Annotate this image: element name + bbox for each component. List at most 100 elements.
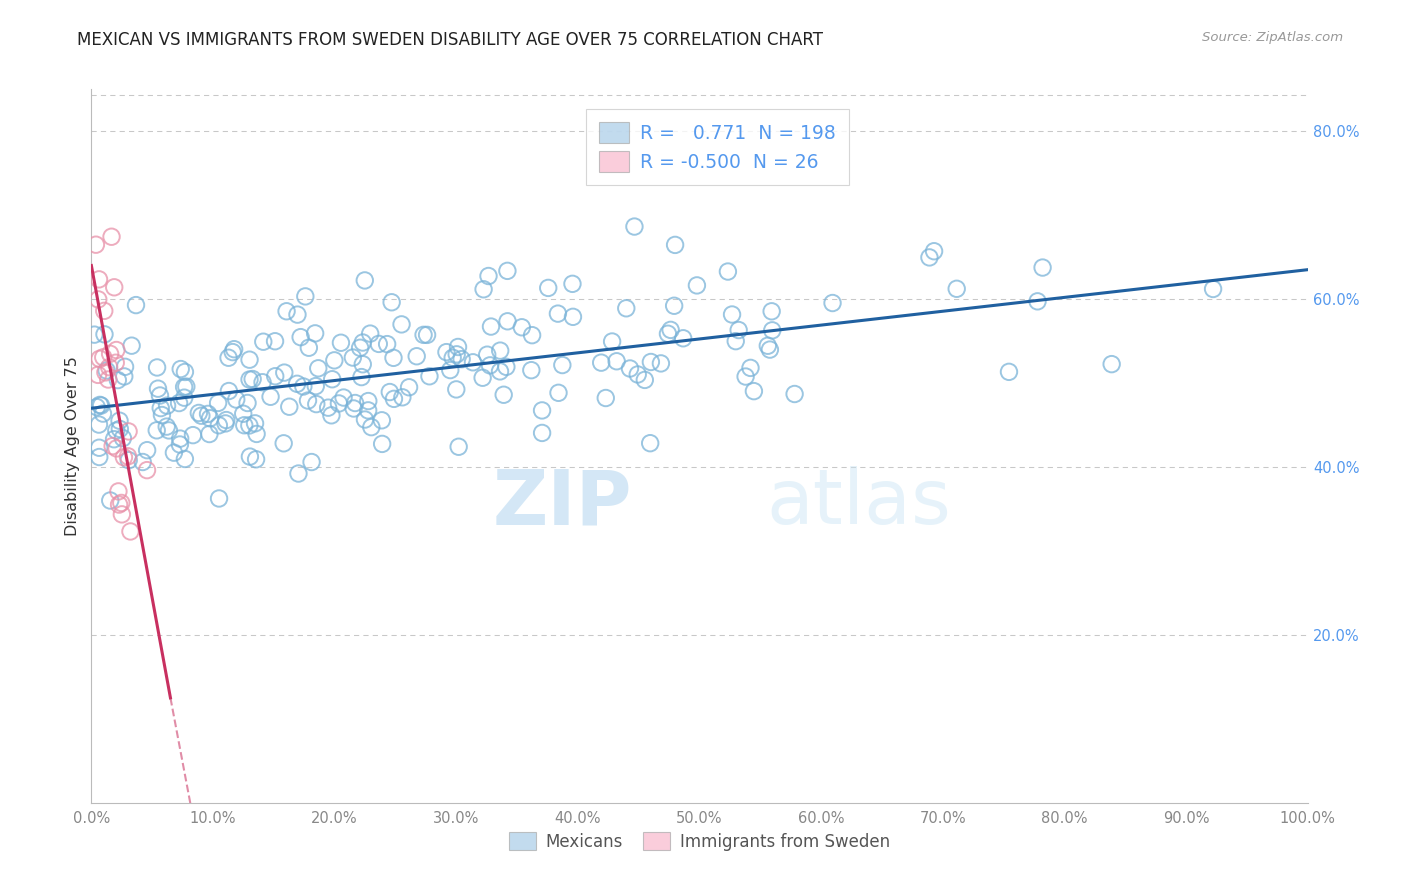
Point xyxy=(640,355,662,369)
Point xyxy=(672,331,695,345)
Point xyxy=(89,441,111,455)
Point xyxy=(97,372,120,386)
Point xyxy=(551,358,574,372)
Point xyxy=(352,335,374,350)
Point xyxy=(740,360,762,375)
Point xyxy=(344,396,367,410)
Point xyxy=(176,379,198,393)
Point xyxy=(298,341,321,355)
Point xyxy=(614,301,637,316)
Point xyxy=(412,327,434,342)
Point xyxy=(477,348,499,362)
Point xyxy=(441,351,464,365)
Point xyxy=(173,391,195,405)
Point xyxy=(472,282,495,296)
Point xyxy=(783,387,806,401)
Point xyxy=(107,373,129,387)
Point xyxy=(136,443,159,458)
Legend: Mexicans, Immigrants from Sweden: Mexicans, Immigrants from Sweden xyxy=(498,821,901,863)
Point xyxy=(121,339,143,353)
Point xyxy=(117,450,139,464)
Point xyxy=(301,455,323,469)
Point xyxy=(495,359,517,374)
Point xyxy=(112,450,135,465)
Point xyxy=(149,388,172,402)
Point xyxy=(98,347,121,361)
Point xyxy=(111,431,134,445)
Text: MEXICAN VS IMMIGRANTS FROM SWEDEN DISABILITY AGE OVER 75 CORRELATION CHART: MEXICAN VS IMMIGRANTS FROM SWEDEN DISABI… xyxy=(77,31,824,49)
Point xyxy=(89,398,111,412)
Point xyxy=(236,396,259,410)
Point xyxy=(111,508,134,522)
Point xyxy=(305,397,328,411)
Point xyxy=(316,401,339,415)
Point xyxy=(150,408,173,422)
Point xyxy=(664,238,686,252)
Point xyxy=(125,298,148,312)
Point xyxy=(87,293,110,307)
Point xyxy=(450,352,472,367)
Point xyxy=(292,379,315,393)
Point xyxy=(110,496,132,510)
Point xyxy=(761,304,783,318)
Point xyxy=(131,455,153,469)
Point xyxy=(436,345,458,359)
Point xyxy=(91,351,114,365)
Point xyxy=(89,351,111,366)
Point xyxy=(242,372,264,386)
Point xyxy=(375,337,398,351)
Point xyxy=(146,360,169,375)
Point xyxy=(638,436,661,450)
Point xyxy=(922,244,945,259)
Point xyxy=(391,318,413,332)
Point xyxy=(94,365,117,379)
Point xyxy=(381,295,404,310)
Point xyxy=(461,355,484,369)
Point xyxy=(606,354,628,368)
Point xyxy=(103,280,125,294)
Point xyxy=(101,439,124,453)
Point xyxy=(531,425,554,440)
Point xyxy=(520,363,543,377)
Point xyxy=(821,296,844,310)
Point xyxy=(89,450,111,464)
Point xyxy=(343,401,366,416)
Point xyxy=(496,314,519,328)
Point xyxy=(323,353,346,368)
Point xyxy=(173,452,195,467)
Point xyxy=(1202,282,1225,296)
Point xyxy=(294,289,316,303)
Point xyxy=(531,403,554,417)
Point xyxy=(187,406,209,420)
Point xyxy=(662,299,685,313)
Point xyxy=(156,399,179,413)
Point xyxy=(354,412,377,426)
Point xyxy=(717,264,740,278)
Point xyxy=(118,453,141,467)
Point xyxy=(382,351,405,365)
Point xyxy=(107,484,129,499)
Point xyxy=(591,356,613,370)
Point xyxy=(93,303,115,318)
Point xyxy=(163,445,186,459)
Point xyxy=(446,347,468,361)
Point xyxy=(278,400,301,414)
Point xyxy=(945,282,967,296)
Point xyxy=(90,399,112,413)
Point xyxy=(321,372,343,386)
Point xyxy=(416,327,439,342)
Point xyxy=(218,351,240,365)
Point xyxy=(197,407,219,421)
Point xyxy=(418,369,440,384)
Point xyxy=(659,323,682,337)
Point xyxy=(1032,260,1054,275)
Text: Source: ZipAtlas.com: Source: ZipAtlas.com xyxy=(1202,31,1343,45)
Point xyxy=(371,437,394,451)
Point xyxy=(353,273,375,287)
Y-axis label: Disability Age Over 75: Disability Age Over 75 xyxy=(65,356,80,536)
Point xyxy=(547,307,569,321)
Point xyxy=(264,334,287,349)
Point xyxy=(245,452,267,467)
Point xyxy=(756,339,779,353)
Point xyxy=(238,372,260,386)
